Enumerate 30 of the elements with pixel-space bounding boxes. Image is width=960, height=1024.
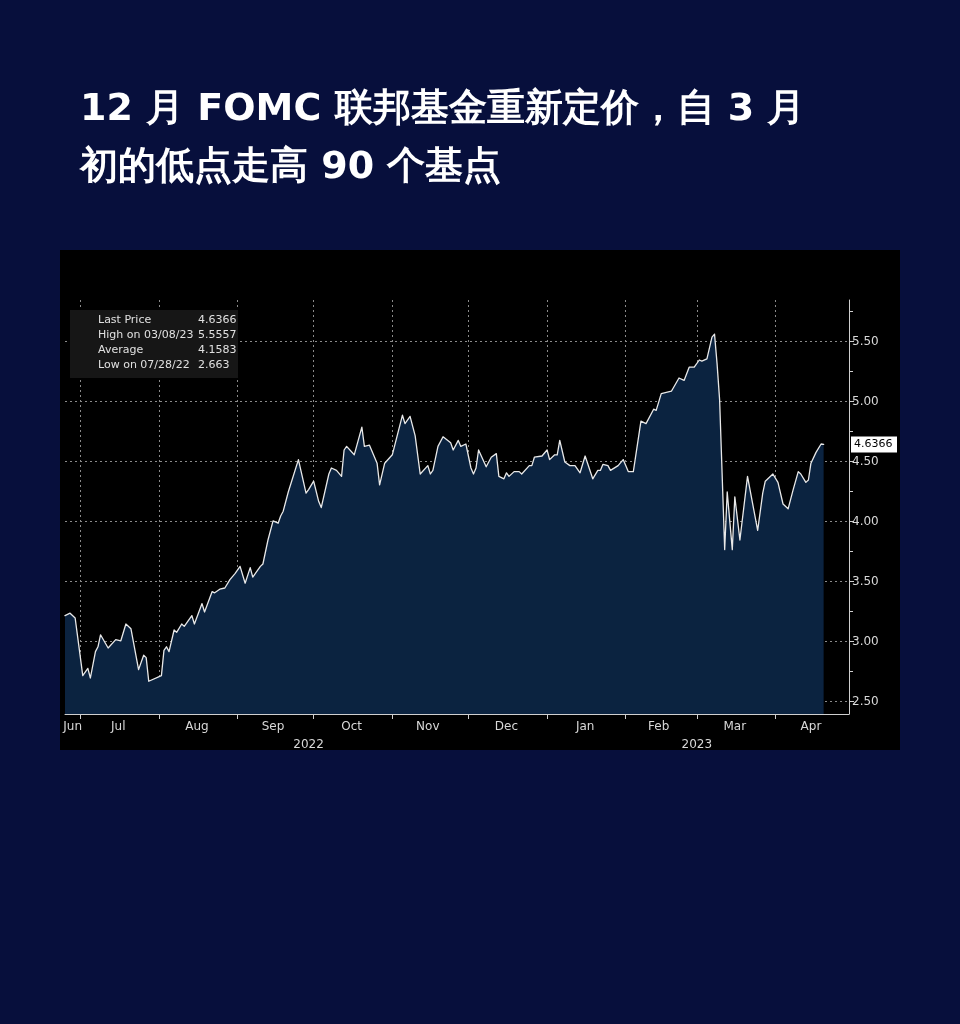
x-tick-label: Sep [261,719,285,733]
x-tick-label: Mar [723,719,747,733]
annotation: Last Price [98,313,152,326]
y-tick-label: 2.50 [852,693,879,708]
annotation: Average [98,343,144,356]
y-tick-label: 3.50 [852,573,879,588]
x-tick-label: Dec [494,719,519,733]
x-tick-label: Aug [185,719,209,733]
annotation: 4.6366 [854,437,893,451]
y-tick-label: 4.00 [852,513,879,528]
x2-tick-label: 2023 [681,737,713,751]
annotation: 4.6366 [198,313,237,326]
x-tick-label: Apr [800,719,822,733]
x-tick-label: Jun [62,719,82,733]
annotation: Low on 07/28/22 [98,358,190,371]
annotation: High on 03/08/23 [98,328,194,341]
x-tick-label: Feb [648,719,670,733]
chart-title: 12 月 FOMC 联邦基金重新定价，自 3 月初的低点走高 90 个基点 [80,84,807,189]
x2-tick-label: 2022 [293,737,324,751]
y-tick-label: 4.50 [852,453,879,468]
annotation: 2.663 [198,358,230,371]
x-tick-label: Jul [110,719,126,733]
x-tick-label: Oct [341,719,363,733]
y-tick-label: 5.00 [852,393,879,408]
x-tick-label: Jan [574,719,595,733]
y-tick-label: 3.00 [852,633,879,648]
y-tick-label: 5.50 [852,333,879,348]
annotation: 5.5557 [198,328,237,341]
annotation: 4.1583 [198,343,237,356]
x-tick-label: Nov [416,719,440,733]
